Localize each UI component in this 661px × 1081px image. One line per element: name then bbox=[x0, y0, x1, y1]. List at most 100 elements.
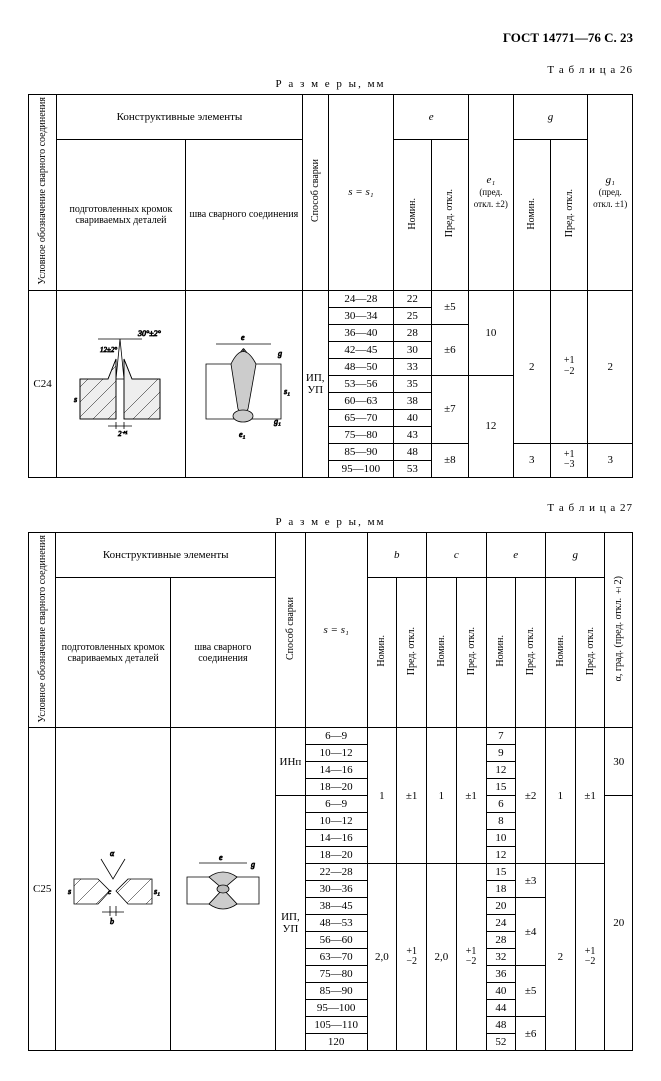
t27-s2-3: 18—20 bbox=[305, 847, 367, 864]
svg-text:e: e bbox=[219, 853, 223, 862]
svg-text:s₁: s₁ bbox=[154, 887, 160, 896]
t26-en-7: 40 bbox=[394, 409, 431, 426]
svg-text:s: s bbox=[68, 887, 71, 896]
svg-text:c: c bbox=[108, 888, 112, 896]
t26-col-shva: шва сварного соединения bbox=[185, 140, 302, 290]
t26-en-2: 28 bbox=[394, 324, 431, 341]
t27-s3-0: 22—28 bbox=[305, 864, 367, 881]
t27-e3-10: 52 bbox=[486, 1034, 516, 1051]
t27-col-s: s = s₁ bbox=[324, 624, 349, 636]
t26-col-g1: g₁(пред. откл. ±1) bbox=[588, 95, 633, 291]
t27-c2n: 2,0 bbox=[427, 864, 457, 1051]
t26-s-10: 95—100 bbox=[328, 460, 394, 477]
svg-text:e₁: e₁ bbox=[239, 430, 246, 439]
t26-s-8: 75—80 bbox=[328, 426, 394, 443]
t27-e3-2: 20 bbox=[486, 898, 516, 915]
t27-e3-4: 28 bbox=[486, 932, 516, 949]
t26-diagram-weld: e s₁ e₁ g g₁ bbox=[185, 290, 302, 477]
t27-c-pred: Пред. откл. bbox=[466, 627, 477, 675]
svg-text:12±2°: 12±2° bbox=[100, 346, 117, 354]
t26-s-3: 42—45 bbox=[328, 341, 394, 358]
t27-g1p: ±1 bbox=[575, 728, 605, 864]
t27-s3-6: 75—80 bbox=[305, 966, 367, 983]
t26-s-9: 85—90 bbox=[328, 443, 394, 460]
t27-diagram-weld: e g bbox=[170, 728, 275, 1051]
t27-e2-2: 10 bbox=[486, 830, 516, 847]
t26-s-4: 48—50 bbox=[328, 358, 394, 375]
t27-b1n: 1 bbox=[367, 728, 397, 864]
t27-s2-0: 6—9 bbox=[305, 796, 367, 813]
t27-e2-1: 8 bbox=[486, 813, 516, 830]
t27-ep3-2: ±5 bbox=[516, 966, 546, 1017]
t27-s3-8: 95—100 bbox=[305, 1000, 367, 1017]
t27-g2n: 2 bbox=[545, 864, 575, 1051]
t26-s-5: 53—56 bbox=[328, 375, 394, 392]
t26-col-uslov: Условное обозначение сварного соединения bbox=[37, 97, 48, 285]
t27-s3-10: 120 bbox=[305, 1034, 367, 1051]
t26-col-g: g bbox=[513, 95, 588, 140]
t27-e2-0: 6 bbox=[486, 796, 516, 813]
t27-g2p: +1−2 bbox=[575, 864, 605, 1051]
t27-s3-1: 30—36 bbox=[305, 881, 367, 898]
t27-e3-6: 36 bbox=[486, 966, 516, 983]
t27-col-b: b bbox=[367, 532, 426, 577]
t27-ep3-3: ±6 bbox=[516, 1017, 546, 1051]
t27-e3-0: 15 bbox=[486, 864, 516, 881]
t27-s3-2: 38—45 bbox=[305, 898, 367, 915]
t26-e1-0: 10 bbox=[469, 290, 513, 375]
t27-c1n: 1 bbox=[427, 728, 457, 864]
t27-col-podgot: подготовленных кромок свариваемых детале… bbox=[56, 577, 170, 727]
t27-col-uslov: Условное обозначение сварного соединения bbox=[37, 535, 48, 723]
t26-en-9: 48 bbox=[394, 443, 431, 460]
t27-e3-1: 18 bbox=[486, 881, 516, 898]
t26-en-10: 53 bbox=[394, 460, 431, 477]
svg-text:b: b bbox=[110, 917, 114, 926]
t27-col-c: c bbox=[427, 532, 486, 577]
svg-text:e: e bbox=[241, 333, 245, 342]
t27-c2p: +1−2 bbox=[456, 864, 486, 1051]
t27-sposob1: ИНп bbox=[276, 728, 306, 796]
t26-en-0: 22 bbox=[394, 290, 431, 307]
t26-diagram-prep: 30°±2° 12±2° bbox=[57, 290, 186, 477]
t27-c1p: ±1 bbox=[456, 728, 486, 864]
t27-s2-1: 10—12 bbox=[305, 813, 367, 830]
t26-col-podgot: подготовленных кромок свариваемых детале… bbox=[57, 140, 186, 290]
t26-col-konstr: Конструктивные элементы bbox=[57, 95, 303, 140]
t27-col-alpha: α, град. (пред. откл. ±2) bbox=[613, 576, 624, 681]
t27-c-nom: Номин. bbox=[436, 635, 447, 667]
t26-col-sposob: Способ сварки bbox=[310, 159, 321, 222]
t26-sposob: ИП, УП bbox=[302, 290, 328, 477]
table-27: Условное обозначение сварного соединения… bbox=[28, 532, 633, 1052]
t26-gp-0: +1−2 bbox=[551, 290, 588, 443]
t27-a1: 30 bbox=[605, 728, 633, 796]
svg-text:g: g bbox=[251, 860, 255, 869]
t27-ep3-0: ±3 bbox=[516, 864, 546, 898]
t26-en-4: 33 bbox=[394, 358, 431, 375]
t26-s-2: 36—40 bbox=[328, 324, 394, 341]
t26-pred-e: Пред. откл. bbox=[444, 189, 455, 237]
t26-ep-3: ±8 bbox=[431, 443, 468, 477]
t26-nomin-e: Номин. bbox=[407, 198, 418, 230]
svg-text:30°±2°: 30°±2° bbox=[137, 329, 162, 338]
t27-s1-3: 18—20 bbox=[305, 779, 367, 796]
t27-e3-9: 48 bbox=[486, 1017, 516, 1034]
t26-ep-2: ±7 bbox=[431, 375, 468, 443]
t27-e3-7: 40 bbox=[486, 983, 516, 1000]
svg-text:α: α bbox=[110, 849, 115, 858]
t26-col-s: s = s₁ bbox=[348, 186, 373, 198]
svg-text:2⁺¹: 2⁺¹ bbox=[118, 430, 127, 438]
t27-b2p: +1−2 bbox=[397, 864, 427, 1051]
t27-b2n: 2,0 bbox=[367, 864, 397, 1051]
t27-b-nom: Номин. bbox=[376, 635, 387, 667]
t27-b1p: ±1 bbox=[397, 728, 427, 864]
t27-g-pred: Пред. откл. bbox=[585, 627, 596, 675]
t27-e1-2: 12 bbox=[486, 762, 516, 779]
t26-nomin-g: Номин. bbox=[526, 198, 537, 230]
t27-ep3-1: ±4 bbox=[516, 898, 546, 966]
t27-s3-5: 63—70 bbox=[305, 949, 367, 966]
t27-e-nom: Номин. bbox=[495, 635, 506, 667]
t27-s3-9: 105—110 bbox=[305, 1017, 367, 1034]
t27-e2-3: 12 bbox=[486, 847, 516, 864]
t26-ep-1: ±6 bbox=[431, 324, 468, 375]
t27-col-konstr: Конструктивные элементы bbox=[56, 532, 276, 577]
